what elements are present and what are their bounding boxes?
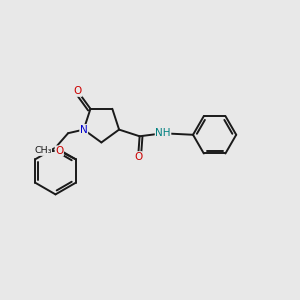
Text: O: O	[134, 152, 142, 162]
Text: N: N	[80, 124, 88, 135]
Text: O: O	[74, 86, 82, 96]
Text: NH: NH	[155, 128, 171, 138]
Text: CH₃: CH₃	[34, 146, 52, 155]
Text: O: O	[55, 146, 63, 156]
